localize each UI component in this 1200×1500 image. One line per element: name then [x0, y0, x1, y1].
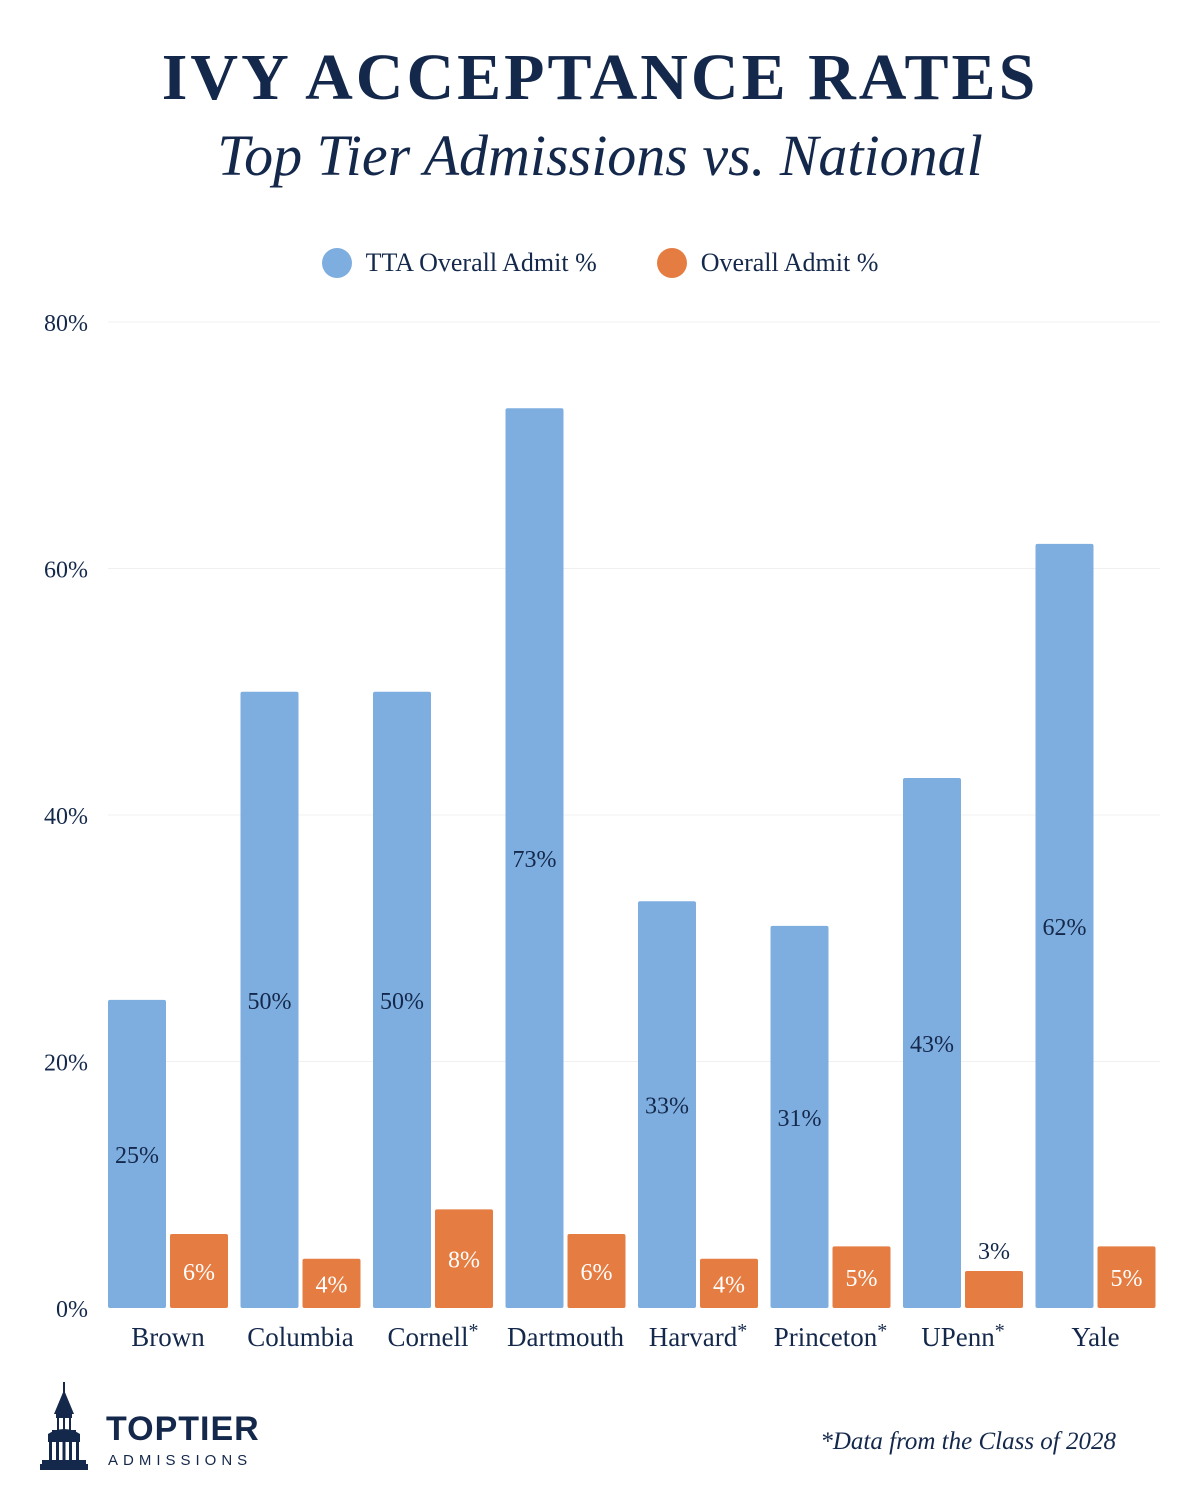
data-label-overall: 5% [846, 1266, 878, 1292]
y-tick-label: 80% [44, 311, 88, 337]
x-tick-label: UPenn* [921, 1320, 1005, 1352]
bar-tta [638, 901, 696, 1308]
data-label-overall: 8% [448, 1248, 480, 1274]
brand-name: TOPTIER [106, 1410, 260, 1448]
chart-title: IVY ACCEPTANCE RATES [161, 41, 1039, 114]
bar-tta [240, 691, 299, 1308]
bar-tta [505, 408, 564, 1308]
bar-chart: 0% 20% 40% 60% 80% 25% 6% Brown 50% 4% Columbia 50%… [44, 311, 1160, 1352]
data-label-tta: 25% [115, 1143, 159, 1169]
bar-overall [1097, 1246, 1156, 1308]
legend-label-tta: TTA Overall Admit % [365, 248, 597, 277]
bar-tta [770, 925, 829, 1308]
footnote: *Data from the Class of 2028 [820, 1428, 1116, 1455]
y-tick-label: 20% [44, 1051, 88, 1077]
legend-item-overall: Overall Admit % [656, 248, 879, 278]
x-tick-label: Dartmouth [507, 1322, 624, 1352]
data-label-tta: 50% [248, 989, 292, 1015]
brand-subtitle: ADMISSIONS [108, 1452, 253, 1469]
y-tick-label: 0% [56, 1297, 88, 1323]
bar-overall [567, 1234, 626, 1308]
data-label-overall: 6% [183, 1260, 215, 1286]
bar-tta [108, 999, 166, 1308]
x-tick-label: Brown [131, 1322, 205, 1352]
data-label-tta: 50% [380, 989, 424, 1015]
data-label-tta: 62% [1043, 915, 1087, 941]
bar-overall [832, 1246, 891, 1308]
x-tick-label: Harvard* [649, 1320, 747, 1352]
bar-overall [700, 1258, 758, 1308]
bar-overall [435, 1209, 493, 1308]
y-tick-label: 60% [44, 558, 88, 584]
data-label-overall: 4% [316, 1272, 348, 1298]
x-tick-label: Cornell* [388, 1320, 479, 1352]
data-label-tta: 31% [778, 1106, 822, 1132]
legend-swatch-overall [656, 248, 687, 278]
chart-subtitle: Top Tier Admissions vs. National [217, 123, 983, 188]
bar-overall [302, 1258, 361, 1308]
legend: TTA Overall Admit % Overall Admit % [0, 248, 1200, 278]
toptier-logo-icon [40, 1382, 88, 1470]
legend-label-overall: Overall Admit % [700, 248, 879, 277]
bar-tta [903, 778, 961, 1308]
x-tick-label: Princeton* [774, 1320, 887, 1352]
x-tick-label: Yale [1071, 1322, 1119, 1352]
bar-overall [170, 1234, 228, 1308]
data-label-tta: 73% [513, 847, 557, 873]
legend-swatch-tta [321, 248, 352, 278]
bar-overall [965, 1271, 1023, 1308]
data-label-tta: 33% [645, 1094, 689, 1120]
bar-tta [373, 691, 431, 1308]
bar-tta [1035, 543, 1094, 1308]
data-label-overall: 4% [713, 1272, 745, 1298]
data-label-overall: 3% [978, 1239, 1010, 1265]
x-tick-label: Columbia [247, 1322, 354, 1352]
data-label-overall: 5% [1111, 1266, 1143, 1292]
data-label-overall: 6% [581, 1260, 613, 1286]
y-tick-label: 40% [44, 804, 88, 830]
legend-item-tta: TTA Overall Admit % [321, 248, 597, 278]
data-label-tta: 43% [910, 1032, 954, 1058]
